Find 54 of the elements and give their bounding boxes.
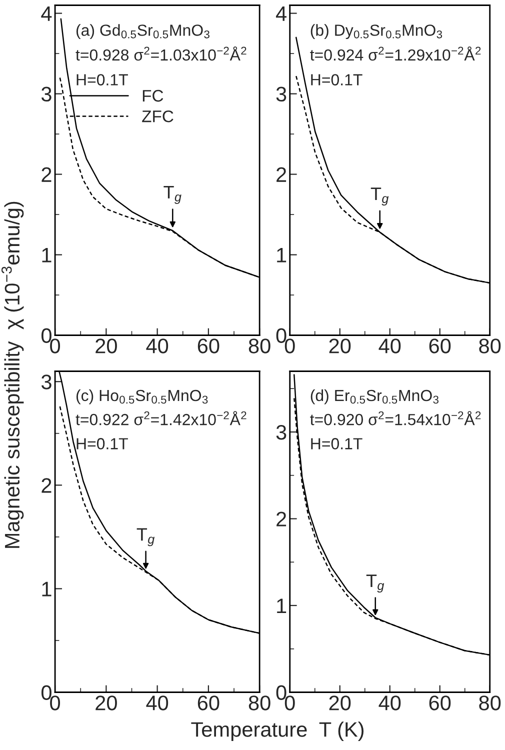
x-tick-label: 40	[146, 338, 168, 354]
annotation: t=0.922 σ$^{2}$=1.42x10$^{−2}$Å$^{2}$	[76, 411, 246, 426]
y-tick-label: 1	[42, 582, 52, 596]
annotation: T$_{g}$	[164, 186, 182, 204]
y-tick-label: 4	[276, 6, 286, 21]
y-tick-label: 3	[41, 86, 52, 102]
y-tick-label: 1	[277, 248, 286, 262]
y-tick-label: 2	[42, 478, 52, 493]
annotation: H=0.1T	[76, 438, 128, 450]
y-tick-label: 0	[276, 685, 286, 700]
y-tick-label: 2	[42, 167, 52, 182]
x-tick-label: 40	[378, 696, 401, 710]
y-tick-label: 1	[277, 598, 286, 614]
y-tick-label: 3	[41, 374, 52, 390]
annotation: t=0.920 σ$^{2}$=1.54x10$^{−2}$Å$^{2}$	[310, 411, 481, 426]
annotation: H=0.1T	[311, 74, 362, 86]
y-tick-label: 2	[276, 512, 286, 526]
annotation: H=0.1T	[76, 74, 128, 86]
x-tick-label: 20	[329, 338, 351, 354]
y-tick-label: 0	[41, 328, 52, 344]
y-tick-label: 3	[276, 86, 286, 102]
x-tick-label: 80	[479, 338, 501, 354]
y-tick-label: 1	[42, 248, 52, 262]
x-tick-label: 60	[429, 696, 451, 710]
legend-label: ZFC	[142, 110, 174, 122]
x-tick-label: 60	[198, 338, 220, 354]
y-tick-label: 3	[276, 424, 286, 440]
annotation: (b) Dy$_{0.5}$Sr$_{0.5}$MnO$_{3}$	[310, 24, 442, 40]
x-tick-label: 20	[329, 696, 351, 710]
annotation: T$_{g}$	[136, 528, 155, 546]
y-tick-label: 2	[276, 167, 286, 182]
annotation: t=0.924 σ$^{2}$=1.29x10$^{−2}$Å$^{2}$	[310, 46, 481, 61]
annotation: H=0.1T	[311, 438, 362, 450]
x-tick-label: 40	[378, 338, 401, 354]
x-tick-label: 60	[198, 696, 220, 710]
x-tick-label: 80	[248, 338, 270, 354]
x-tick-label: 40	[146, 696, 168, 710]
y-tick-label: 0	[276, 328, 286, 344]
x-tick-label: 20	[96, 338, 117, 354]
x-axis-title: Temperature T (K)	[191, 722, 364, 741]
annotation: (c) Ho$_{0.5}$Sr$_{0.5}$MnO$_{3}$	[76, 389, 208, 404]
x-tick-label: 80	[248, 696, 270, 710]
x-tick-label: 60	[429, 338, 451, 354]
annotation: (d) Er$_{0.5}$Sr$_{0.5}$MnO$_{3}$	[310, 389, 438, 404]
annotation: (a) Gd$_{0.5}$Sr$_{0.5}$MnO$_{3}$	[76, 24, 210, 40]
x-tick-label: 80	[479, 696, 501, 710]
annotation: T$_{g}$	[366, 574, 384, 593]
y-tick-label: 4	[41, 6, 52, 21]
annotation: T$_{g}$	[370, 188, 389, 206]
y-tick-label: 0	[41, 685, 52, 700]
y-axis-title: Magnetic susceptibility χ (10$^{−3}$emu/g)	[1, 202, 24, 548]
legend-label: FC	[142, 90, 164, 102]
x-tick-label: 20	[96, 696, 117, 710]
annotation: t=0.928 σ$^{2}$=1.03x10$^{−2}$Å$^{2}$	[76, 46, 246, 61]
